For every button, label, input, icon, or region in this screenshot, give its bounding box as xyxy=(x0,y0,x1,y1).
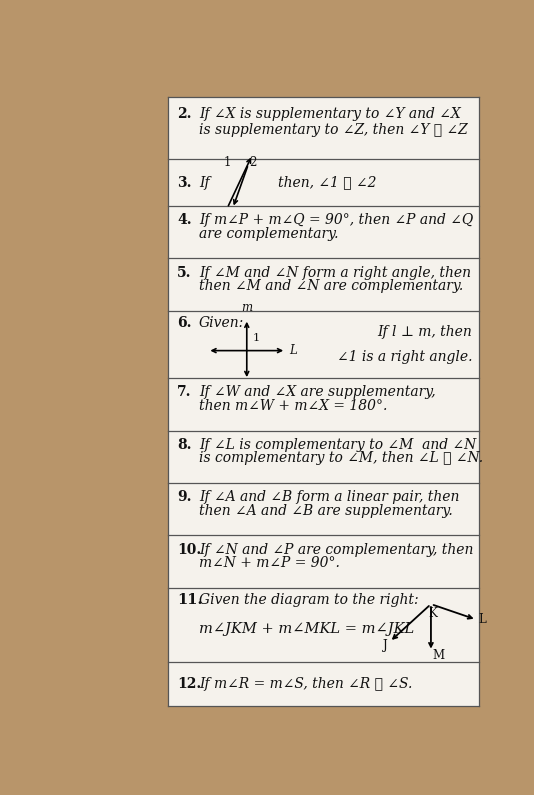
Text: If m∠R = m∠S, then ∠R ≅ ∠S.: If m∠R = m∠S, then ∠R ≅ ∠S. xyxy=(199,677,413,691)
Text: m: m xyxy=(241,301,253,315)
Text: If ∠A and ∠B form a linear pair, then: If ∠A and ∠B form a linear pair, then xyxy=(199,490,460,504)
Text: ∠1 is a right angle.: ∠1 is a right angle. xyxy=(337,350,473,363)
Text: If m∠P + m∠Q = 90°, then ∠P and ∠Q: If m∠P + m∠Q = 90°, then ∠P and ∠Q xyxy=(199,213,474,227)
Text: then ∠M and ∠N are complementary.: then ∠M and ∠N are complementary. xyxy=(199,279,464,293)
Text: If l ⊥ m, then: If l ⊥ m, then xyxy=(378,325,473,339)
Text: 1: 1 xyxy=(252,332,260,343)
Text: 9.: 9. xyxy=(177,490,192,504)
Text: If ∠M and ∠N form a right angle, then: If ∠M and ∠N form a right angle, then xyxy=(199,266,471,280)
Text: If ∠N and ∠P are complementary, then: If ∠N and ∠P are complementary, then xyxy=(199,542,474,556)
Text: 1: 1 xyxy=(224,156,231,169)
Text: is supplementary to ∠Z, then ∠Y ≅ ∠Z: is supplementary to ∠Z, then ∠Y ≅ ∠Z xyxy=(199,123,468,137)
Text: Given:: Given: xyxy=(199,316,245,330)
Text: L: L xyxy=(478,613,486,626)
Text: L: L xyxy=(289,344,297,357)
Text: If ∠W and ∠X are supplementary,: If ∠W and ∠X are supplementary, xyxy=(199,386,436,399)
Text: 12.: 12. xyxy=(177,677,201,691)
Text: 4.: 4. xyxy=(177,213,192,227)
Text: 2: 2 xyxy=(250,156,257,169)
Text: is complementary to ∠M, then ∠L ≅ ∠N.: is complementary to ∠M, then ∠L ≅ ∠N. xyxy=(199,452,483,465)
Text: are complementary.: are complementary. xyxy=(199,227,339,241)
Text: 6.: 6. xyxy=(177,316,192,330)
Text: If: If xyxy=(199,176,210,190)
Text: 7.: 7. xyxy=(177,386,192,399)
Text: 8.: 8. xyxy=(177,438,192,452)
Text: then ∠A and ∠B are supplementary.: then ∠A and ∠B are supplementary. xyxy=(199,504,453,518)
Text: If ∠X is supplementary to ∠Y and ∠X: If ∠X is supplementary to ∠Y and ∠X xyxy=(199,107,461,121)
Bar xyxy=(168,97,478,706)
Text: 2.: 2. xyxy=(177,107,192,121)
Text: J: J xyxy=(383,639,388,653)
Text: m∠N + m∠P = 90°.: m∠N + m∠P = 90°. xyxy=(199,556,340,570)
Text: then m∠W + m∠X = 180°.: then m∠W + m∠X = 180°. xyxy=(199,399,388,413)
Text: M: M xyxy=(433,649,445,662)
Text: If ∠L is complementary to ∠M  and ∠N: If ∠L is complementary to ∠M and ∠N xyxy=(199,438,476,452)
Text: Given the diagram to the right:: Given the diagram to the right: xyxy=(199,592,419,607)
Text: 10.: 10. xyxy=(177,542,201,556)
Text: 5.: 5. xyxy=(177,266,192,280)
Text: 11.: 11. xyxy=(177,592,203,607)
Text: m∠JKM + m∠MKL = m∠JKL: m∠JKM + m∠MKL = m∠JKL xyxy=(199,622,414,636)
Text: then, ∠1 ≅ ∠2: then, ∠1 ≅ ∠2 xyxy=(278,176,376,190)
Text: 3.: 3. xyxy=(177,176,192,190)
Text: K: K xyxy=(429,607,437,620)
